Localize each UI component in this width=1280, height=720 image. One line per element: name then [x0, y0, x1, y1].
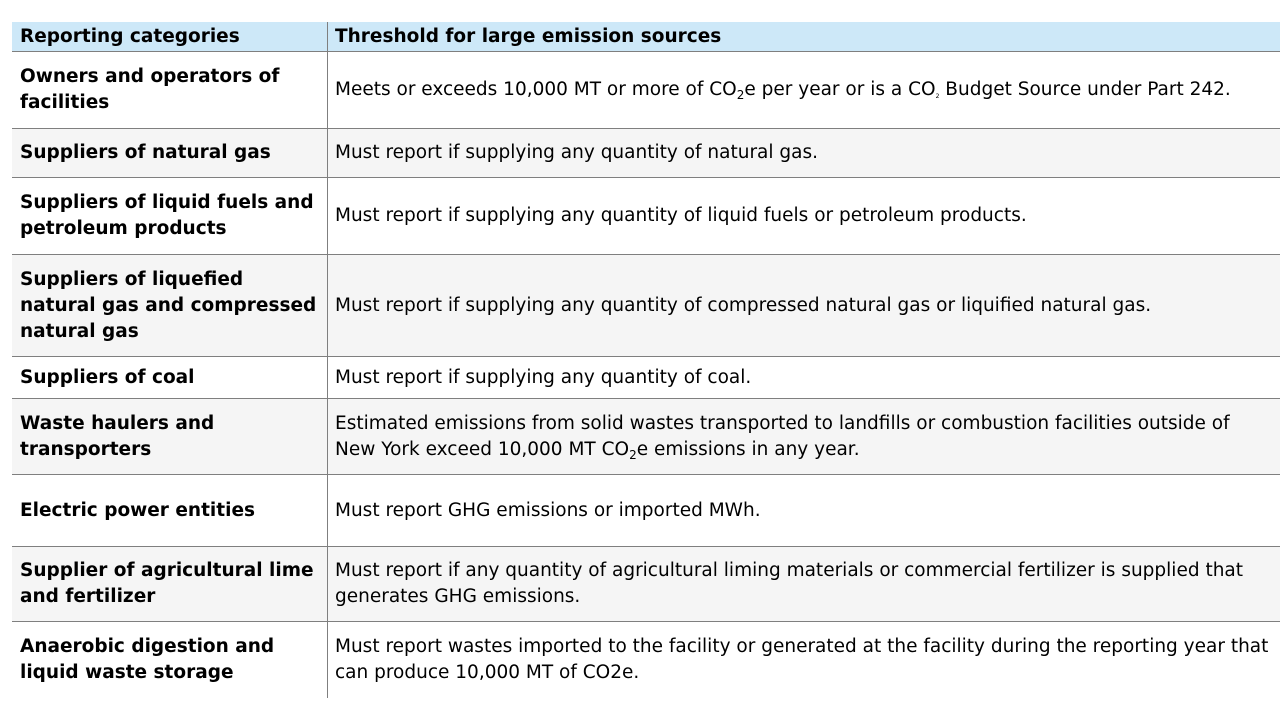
row-threshold: Must report if supplying any quantity of… [335, 294, 1152, 316]
row-threshold: Estimated emissions from solid wastes tr… [335, 412, 1230, 462]
emission-thresholds-table: Reporting categories Threshold for large… [12, 22, 1280, 698]
table-row: Anaerobic digestion and liquid waste sto… [12, 622, 1280, 698]
table-header-row: Reporting categories Threshold for large… [12, 22, 1280, 52]
row-category: Suppliers of natural gas [12, 129, 328, 177]
row-threshold: Must report GHG emissions or imported MW… [335, 499, 761, 521]
table-row: Suppliers of liquefied natural gas and c… [12, 255, 1280, 357]
row-category: Electric power entities [12, 475, 328, 546]
row-threshold: Meets or exceeds 10,000 MT or more of CO… [335, 79, 1231, 102]
row-category: Suppliers of liquid fuels and petroleum … [12, 178, 328, 254]
row-category: Supplier of agricultural lime and fertil… [12, 547, 328, 621]
row-threshold: Must report if any quantity of agricultu… [335, 560, 1244, 607]
header-reporting-categories: Reporting categories [12, 22, 328, 51]
row-category: Owners and operators of facilities [12, 52, 328, 128]
row-category: Anaerobic digestion and liquid waste sto… [12, 622, 328, 698]
header-threshold: Threshold for large emission sources [335, 25, 722, 47]
row-threshold: Must report if supplying any quantity of… [335, 142, 819, 163]
row-category: Suppliers of liquefied natural gas and c… [12, 255, 328, 356]
table-row: Supplier of agricultural lime and fertil… [12, 547, 1280, 622]
row-category: Waste haulers and transporters [12, 399, 328, 474]
row-threshold: Must report if supplying any quantity of… [335, 205, 1027, 226]
table-row: Suppliers of coal Must report if supplyi… [12, 357, 1280, 399]
table-row: Owners and operators of facilities Meets… [12, 52, 1280, 129]
row-category: Suppliers of coal [12, 357, 328, 398]
table-row: Suppliers of natural gas Must report if … [12, 129, 1280, 178]
table-row: Waste haulers and transporters Estimated… [12, 399, 1280, 475]
table-row: Suppliers of liquid fuels and petroleum … [12, 178, 1280, 255]
table-row: Electric power entities Must report GHG … [12, 475, 1280, 547]
row-threshold: Must report wastes imported to the facil… [335, 636, 1269, 683]
row-threshold: Must report if supplying any quantity of… [335, 366, 752, 388]
